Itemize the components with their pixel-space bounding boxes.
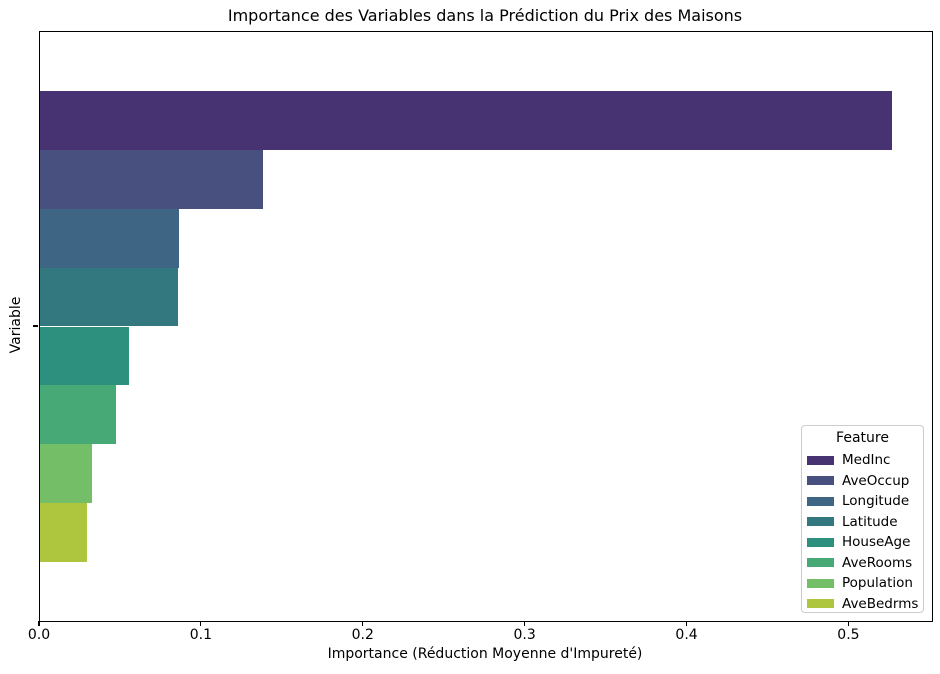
legend-item-MedInc: MedInc [802, 450, 923, 471]
legend-label: Longitude [842, 493, 910, 510]
legend-label: AveRooms [842, 554, 913, 571]
x-tick-label: 0.2 [351, 627, 374, 643]
x-tick-mark [362, 621, 364, 626]
legend-item-AveOccup: AveOccup [802, 471, 923, 492]
legend-label: MedInc [842, 452, 891, 469]
legend-title: Feature [836, 430, 889, 446]
plot-area [39, 31, 933, 622]
legend: Feature MedInc AveOccup Longitude Latitude H… [801, 425, 924, 613]
bar-HouseAge [40, 326, 130, 386]
legend-swatch-AveBedrms [807, 599, 834, 609]
x-tick-mark [847, 621, 850, 626]
legend-label: AveOccup [842, 472, 910, 489]
bar-MedInc [40, 90, 892, 150]
legend-swatch-AveOccup [807, 476, 834, 486]
legend-item-Population: Population [802, 573, 923, 594]
x-axis-label: Importance (Réduction Moyenne d'Impureté… [327, 646, 643, 662]
legend-item-HouseAge: HouseAge [802, 532, 923, 553]
bar-AveRooms [40, 385, 117, 445]
y-axis-tick [33, 325, 38, 327]
bar-AveBedrms [40, 503, 87, 563]
bar-Latitude [40, 267, 178, 327]
x-tick-mark [38, 621, 40, 626]
legend-rows: MedInc AveOccup Longitude Latitude HouseAge A… [802, 450, 923, 614]
x-tick-label: 0.1 [189, 627, 213, 643]
y-axis-label: Variable [8, 296, 24, 354]
x-tick-mark [524, 621, 526, 626]
legend-swatch-Longitude [807, 496, 834, 506]
legend-label: AveBedrms [842, 595, 919, 612]
bar-AveOccup [40, 149, 264, 209]
legend-label: HouseAge [842, 534, 911, 551]
legend-label: Population [842, 575, 913, 592]
legend-swatch-HouseAge [807, 537, 834, 547]
x-tick-label: 0.5 [837, 627, 860, 643]
legend-item-Longitude: Longitude [802, 491, 923, 512]
x-tick-mark [200, 621, 202, 626]
chart-title: Importance des Variables dans la Prédict… [227, 6, 743, 25]
bar-Population [40, 444, 92, 504]
x-tick-label: 0.3 [513, 627, 536, 643]
x-tick-mark [685, 621, 688, 626]
legend-label: Latitude [842, 513, 898, 530]
legend-item-Latitude: Latitude [802, 512, 923, 533]
legend-swatch-Population [807, 578, 834, 588]
bar-Longitude [40, 208, 180, 268]
x-tick-label: 0.0 [27, 627, 51, 643]
legend-swatch-AveRooms [807, 558, 834, 568]
legend-item-AveBedrms: AveBedrms [802, 594, 923, 615]
legend-item-AveRooms: AveRooms [802, 553, 923, 574]
legend-swatch-Latitude [807, 517, 834, 527]
x-tick-label: 0.4 [675, 627, 698, 643]
legend-swatch-MedInc [807, 455, 834, 465]
